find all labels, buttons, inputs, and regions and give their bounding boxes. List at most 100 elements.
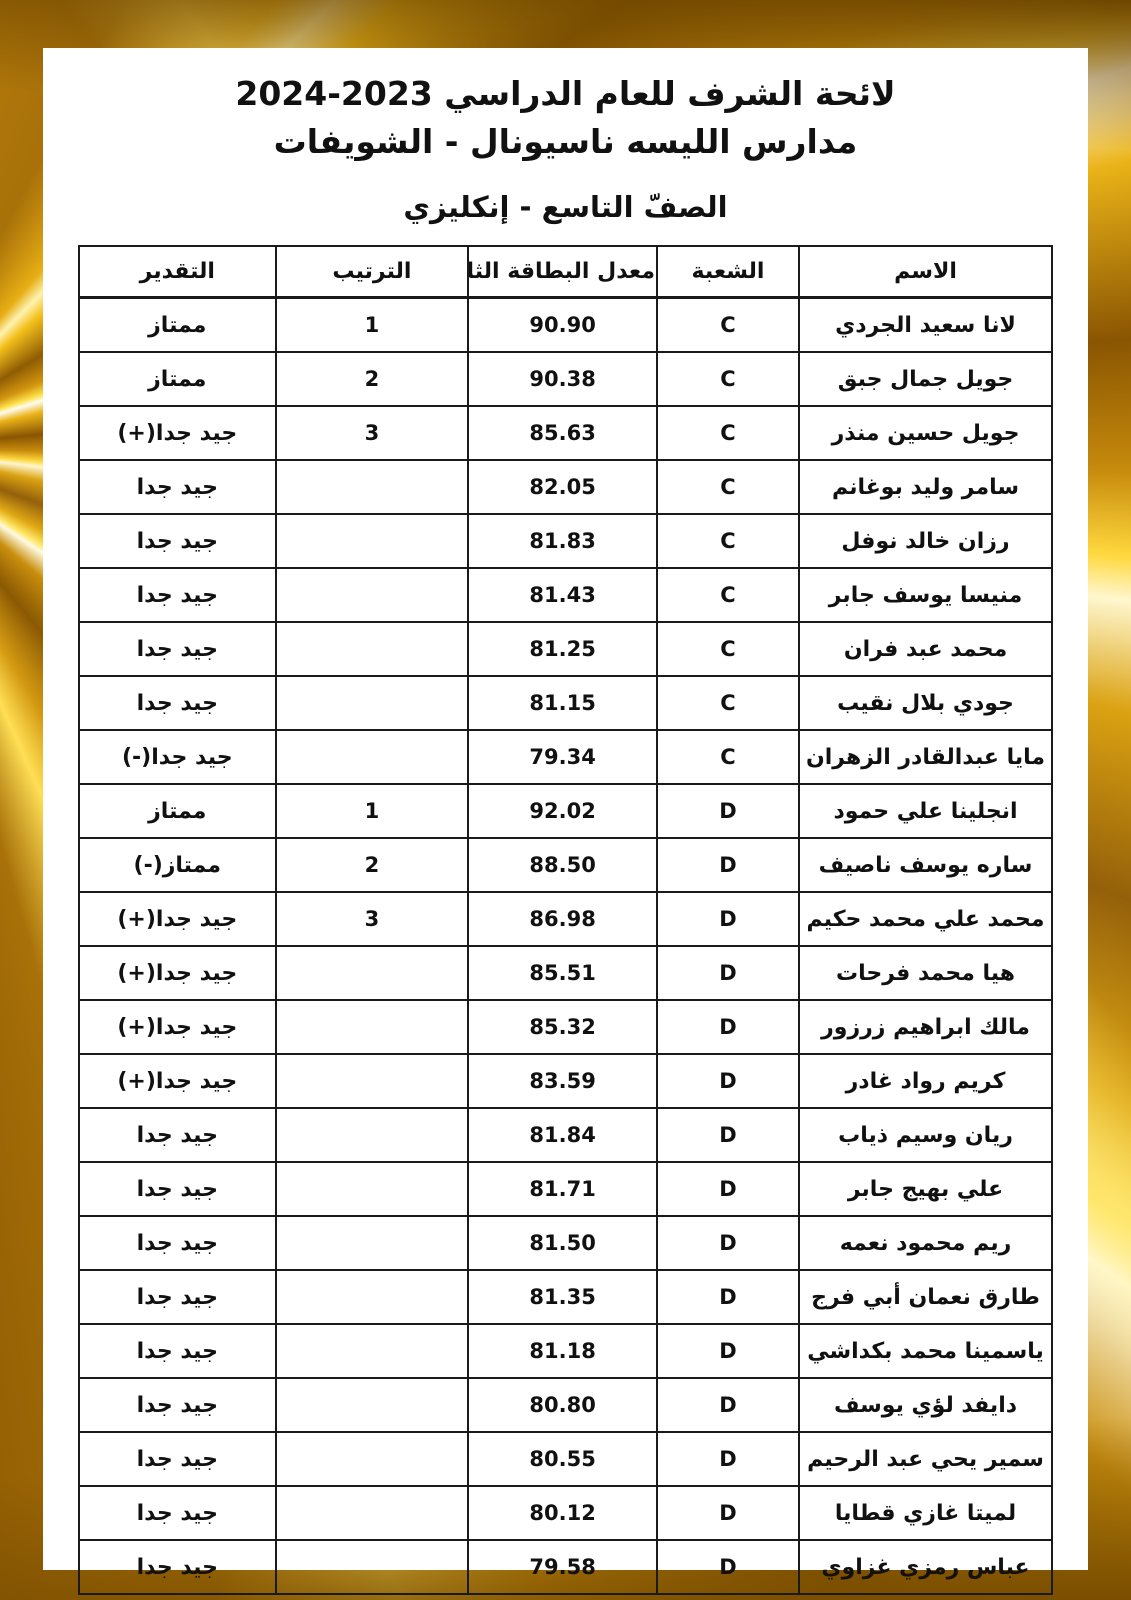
cell-average: 92.02: [467, 783, 658, 839]
cell-average: 82.05: [467, 459, 658, 515]
cell-grade: جيد جدا: [78, 513, 277, 569]
cell-section: C: [655, 513, 801, 569]
cell-section: D: [655, 837, 801, 893]
cell-section: C: [655, 729, 801, 785]
table-row: مايا عبدالقادر الزهران C 79.34 جيد جدا(-…: [78, 729, 1053, 785]
cell-grade: جيد جدا: [78, 1215, 277, 1271]
document-subtitle: الصفّ التاسع - إنكليزي: [403, 190, 728, 224]
cell-section: D: [655, 1215, 801, 1271]
table-row: محمد علي محمد حكيم D 86.98 3 جيد جدا(+): [78, 891, 1053, 947]
cell-section: D: [655, 945, 801, 1001]
cell-average: 88.50: [467, 837, 658, 893]
cell-rank: [274, 513, 470, 569]
table-body: لانا سعيد الجردي C 90.90 1 ممتاز جويل جم…: [78, 296, 1053, 1595]
cell-average: 81.50: [467, 1215, 658, 1271]
cell-student-name: طارق نعمان أبي فرج: [798, 1269, 1053, 1325]
cell-grade: ممتاز(-): [78, 837, 277, 893]
cell-rank: 2: [274, 837, 470, 893]
cell-section: D: [655, 1161, 801, 1217]
cell-average: 81.71: [467, 1161, 658, 1217]
cell-student-name: محمد علي محمد حكيم: [798, 891, 1053, 947]
cell-average: 90.90: [467, 296, 658, 353]
table-row: هيا محمد فرحات D 85.51 جيد جدا(+): [78, 945, 1053, 1001]
table-row: عباس رمزي غزاوي D 79.58 جيد جدا: [78, 1539, 1053, 1595]
cell-section: C: [655, 675, 801, 731]
cell-rank: [274, 1107, 470, 1163]
cell-average: 81.43: [467, 567, 658, 623]
cell-rank: 1: [274, 296, 470, 353]
cell-student-name: مايا عبدالقادر الزهران: [798, 729, 1053, 785]
table-row: لانا سعيد الجردي C 90.90 1 ممتاز: [78, 296, 1053, 353]
cell-rank: 3: [274, 405, 470, 461]
cell-grade: جيد جدا(+): [78, 999, 277, 1055]
table-row: مالك ابراهيم زرزور D 85.32 جيد جدا(+): [78, 999, 1053, 1055]
cell-average: 81.15: [467, 675, 658, 731]
cell-average: 80.55: [467, 1431, 658, 1487]
cell-grade: جيد جدا: [78, 1107, 277, 1163]
cell-grade: جيد جدا: [78, 1161, 277, 1217]
cell-grade: جيد جدا: [78, 1323, 277, 1379]
cell-section: D: [655, 1269, 801, 1325]
cell-student-name: جودي بلال نقيب: [798, 675, 1053, 731]
cell-average: 85.63: [467, 405, 658, 461]
cell-grade: جيد جدا: [78, 675, 277, 731]
column-header-section: الشعبة: [655, 245, 801, 299]
cell-grade: جيد جدا: [78, 459, 277, 515]
cell-average: 80.80: [467, 1377, 658, 1433]
table-row: رزان خالد نوفل C 81.83 جيد جدا: [78, 513, 1053, 569]
cell-section: D: [655, 783, 801, 839]
cell-student-name: لميتا غازي قطايا: [798, 1485, 1053, 1541]
column-header-rank: الترتيب: [274, 245, 470, 299]
cell-grade: جيد جدا(-): [78, 729, 277, 785]
cell-student-name: دايفد لؤي يوسف: [798, 1377, 1053, 1433]
table-row: انجلينا علي حمود D 92.02 1 ممتاز: [78, 783, 1053, 839]
cell-student-name: مالك ابراهيم زرزور: [798, 999, 1053, 1055]
cell-section: D: [655, 1323, 801, 1379]
cell-rank: [274, 1215, 470, 1271]
cell-section: D: [655, 1485, 801, 1541]
cell-student-name: عباس رمزي غزاوي: [798, 1539, 1053, 1595]
cell-rank: 1: [274, 783, 470, 839]
cell-rank: [274, 675, 470, 731]
cell-grade: ممتاز: [78, 296, 277, 353]
column-header-average: معدل البطاقة الثانية: [467, 245, 658, 299]
cell-student-name: سمير يحي عبد الرحيم: [798, 1431, 1053, 1487]
cell-student-name: كريم رواد غادر: [798, 1053, 1053, 1109]
cell-section: D: [655, 1431, 801, 1487]
cell-grade: ممتاز: [78, 351, 277, 407]
cell-student-name: ريم محمود نعمه: [798, 1215, 1053, 1271]
cell-grade: جيد جدا: [78, 1485, 277, 1541]
cell-rank: 2: [274, 351, 470, 407]
cell-grade: جيد جدا: [78, 567, 277, 623]
cell-student-name: رزان خالد نوفل: [798, 513, 1053, 569]
document-sheet: لائحة الشرف للعام الدراسي 2023‏-‏2024 مد…: [43, 48, 1088, 1595]
cell-student-name: سامر وليد بوغانم: [798, 459, 1053, 515]
cell-rank: 3: [274, 891, 470, 947]
cell-student-name: انجلينا علي حمود: [798, 783, 1053, 839]
cell-average: 85.32: [467, 999, 658, 1055]
cell-student-name: منيسا يوسف جابر: [798, 567, 1053, 623]
cell-student-name: علي بهيج جابر: [798, 1161, 1053, 1217]
cell-section: C: [655, 351, 801, 407]
cell-student-name: جويل جمال جبق: [798, 351, 1053, 407]
cell-grade: جيد جدا: [78, 1431, 277, 1487]
table-row: منيسا يوسف جابر C 81.43 جيد جدا: [78, 567, 1053, 623]
cell-section: C: [655, 405, 801, 461]
table-header-row: الاسم الشعبة معدل البطاقة الثانية الترتي…: [78, 245, 1053, 299]
cell-grade: جيد جدا: [78, 621, 277, 677]
table-row: ياسمينا محمد بكداشي D 81.18 جيد جدا: [78, 1323, 1053, 1379]
cell-rank: [274, 459, 470, 515]
cell-rank: [274, 1377, 470, 1433]
table-row: ريم محمود نعمه D 81.50 جيد جدا: [78, 1215, 1053, 1271]
cell-section: D: [655, 999, 801, 1055]
cell-rank: [274, 1539, 470, 1595]
cell-average: 85.51: [467, 945, 658, 1001]
cell-average: 81.84: [467, 1107, 658, 1163]
cell-rank: [274, 1053, 470, 1109]
cell-grade: جيد جدا: [78, 1269, 277, 1325]
cell-rank: [274, 1323, 470, 1379]
cell-section: C: [655, 621, 801, 677]
cell-average: 81.18: [467, 1323, 658, 1379]
cell-section: C: [655, 567, 801, 623]
cell-average: 81.25: [467, 621, 658, 677]
